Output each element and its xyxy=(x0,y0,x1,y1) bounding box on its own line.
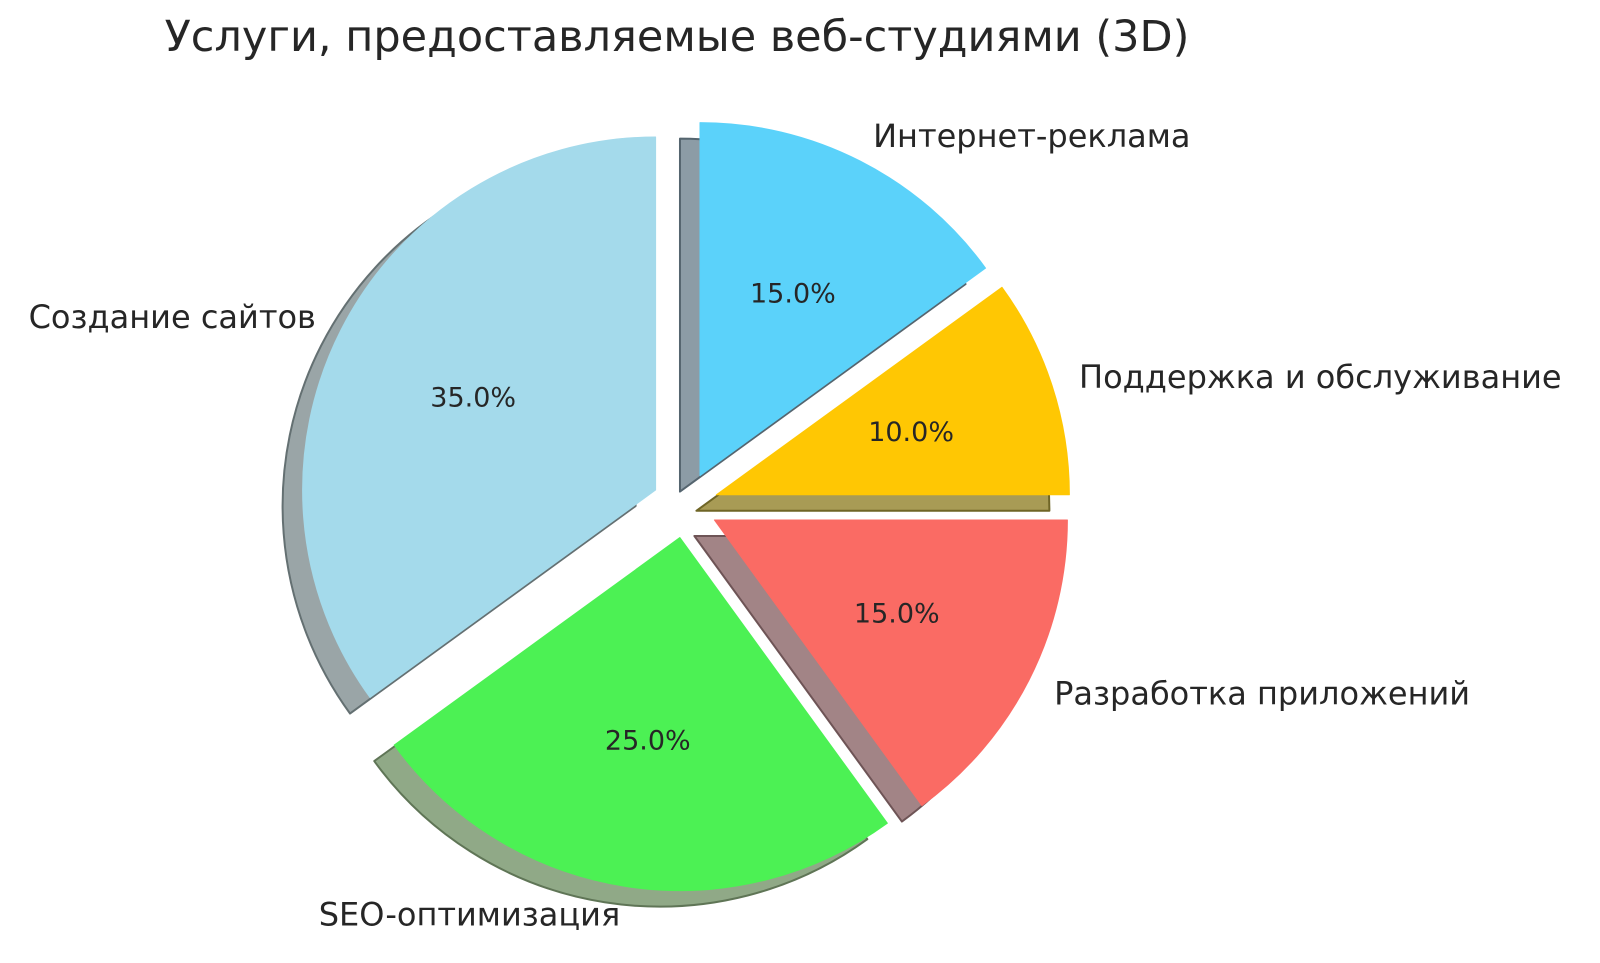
slice-label-1: Поддержка и обслуживание xyxy=(1079,358,1562,396)
pie-slice-4 xyxy=(302,136,657,699)
pie-wedge-layer xyxy=(302,122,1070,892)
chart-title: Услуги, предоставляемые веб-студиями (3D… xyxy=(164,12,1190,62)
pie-slice-1 xyxy=(715,286,1070,496)
pie-slice-3 xyxy=(393,537,888,892)
slice-label-3: SEO-оптимизация xyxy=(319,895,620,933)
slice-label-0: Интернет-реклама xyxy=(873,117,1190,155)
pie-slice-0 xyxy=(699,122,987,477)
slice-label-2: Разработка приложений xyxy=(1054,674,1470,712)
slice-label-4: Создание сайтов xyxy=(29,298,316,336)
slice-percent-label-0: 15.0% xyxy=(750,279,836,310)
pie-slice-2 xyxy=(713,519,1068,807)
slice-percent-label-3: 25.0% xyxy=(605,725,691,756)
slice-percent-label-2: 15.0% xyxy=(854,598,940,629)
slice-percent-label-1: 10.0% xyxy=(868,417,954,448)
slice-percent-label-4: 35.0% xyxy=(430,383,516,414)
pie-text-layer: 15.0% Интернет-реклама 10.0% Поддержка и об… xyxy=(29,117,1562,933)
